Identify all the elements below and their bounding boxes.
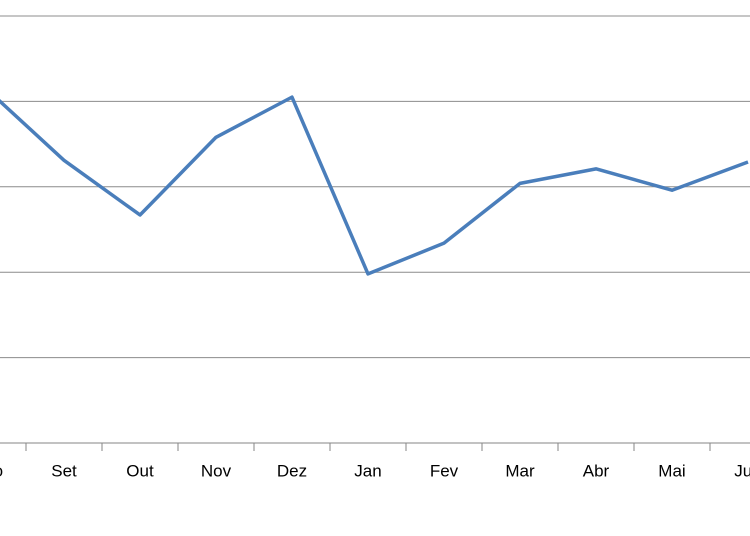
x-tick-label: Dez — [277, 461, 307, 480]
x-tick-label: Out — [126, 461, 154, 480]
x-tick-label: Jun — [734, 461, 750, 480]
x-tick-label: Set — [51, 461, 77, 480]
x-tick-label: Nov — [201, 461, 232, 480]
x-tick-label: Jan — [354, 461, 381, 480]
x-tick-label: Abr — [583, 461, 610, 480]
line-series — [0, 95, 749, 276]
x-tick-label: Fev — [430, 461, 459, 480]
x-tick-label: Mai — [658, 461, 685, 480]
x-tick-label: Ago — [0, 461, 3, 480]
x-tick-label: Mar — [505, 461, 535, 480]
